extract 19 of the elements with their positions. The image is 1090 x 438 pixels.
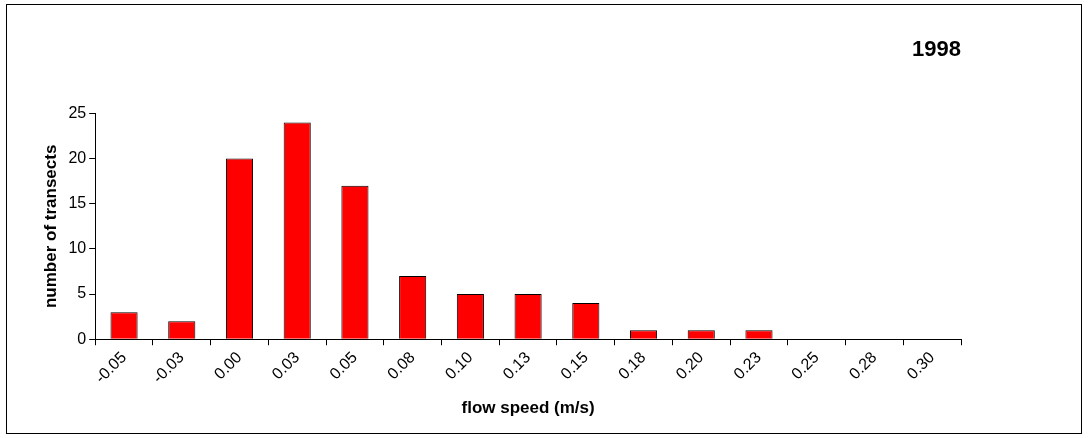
x-tick-label: 0.00 [210, 348, 245, 383]
y-tick-label: 20 [68, 148, 87, 166]
y-tick-label: 5 [77, 284, 87, 302]
x-tick-label: 0.20 [672, 348, 707, 383]
y-axis-title: number of transects [40, 144, 60, 309]
x-tick-label: 0.28 [845, 348, 880, 383]
y-tick-label: 25 [68, 103, 87, 121]
x-tick-label: 0.08 [383, 348, 418, 383]
y-tick-label: 15 [68, 194, 87, 212]
x-tick-label: 0.23 [730, 348, 765, 383]
x-tick-label: 0.10 [441, 348, 476, 383]
x-tick-label: 0.13 [499, 348, 534, 383]
y-tick-label: 0 [77, 329, 87, 347]
x-tick-label: 0.18 [614, 348, 649, 383]
chart-title: 1998 [912, 36, 961, 62]
y-tick-label: 10 [68, 239, 87, 257]
x-tick-label: 0.03 [268, 348, 303, 383]
x-axis-title: flow speed (m/s) [461, 398, 595, 418]
x-tick-label: 0.30 [903, 348, 938, 383]
